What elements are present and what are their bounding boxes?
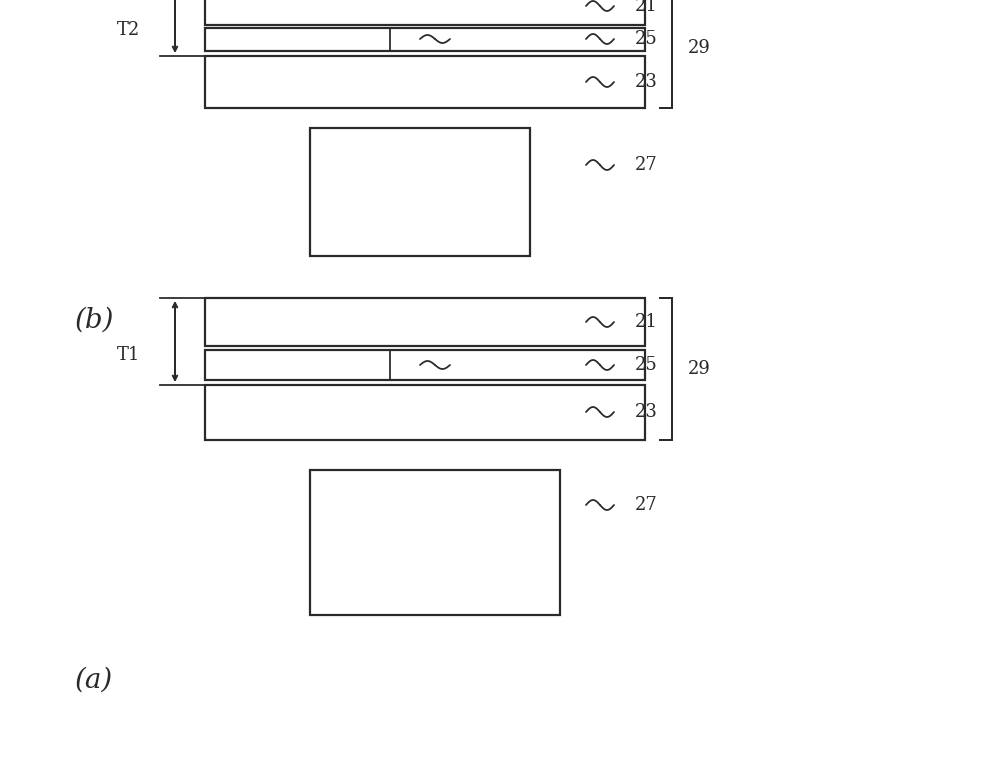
Text: 23: 23 [635,73,658,91]
Text: (a): (a) [75,666,113,693]
Bar [310,470,560,615]
Text: 29: 29 [688,360,711,378]
Bar [205,56,645,108]
Text: 23: 23 [635,403,658,421]
Bar [205,385,645,440]
Text: 29: 29 [688,39,711,57]
Bar [205,0,645,25]
Text: (b): (b) [75,307,114,334]
Bar [310,128,530,256]
Text: 21: 21 [635,313,658,331]
Text: T2: T2 [117,21,140,39]
Bar [205,350,645,380]
Bar [205,298,645,346]
Text: 27: 27 [635,496,658,514]
Text: T1: T1 [117,346,140,364]
Bar [205,28,645,51]
Text: 27: 27 [635,156,658,174]
Text: 25: 25 [635,30,658,48]
Text: 25: 25 [635,356,658,374]
Text: 21: 21 [635,0,658,15]
